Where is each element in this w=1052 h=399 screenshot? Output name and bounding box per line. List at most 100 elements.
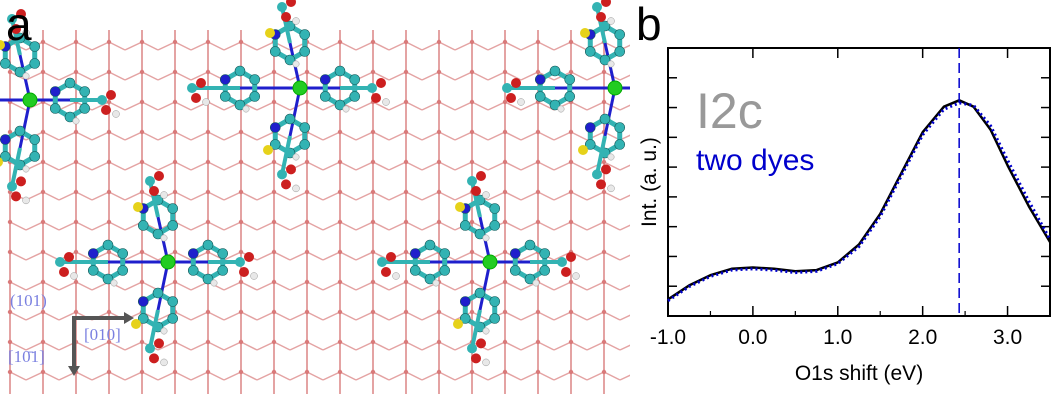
- lattice-oxygen-atom: [403, 309, 409, 315]
- lattice-bond: [306, 251, 324, 261]
- lattice-bond: [355, 251, 374, 261]
- lattice-bond: [223, 221, 242, 231]
- carbon-atom: [152, 228, 164, 240]
- lattice-oxygen-atom: [40, 279, 46, 285]
- oxygen-atom: [596, 12, 606, 22]
- lattice-oxygen-atom: [205, 309, 211, 315]
- lattice-oxygen-atom: [205, 189, 211, 195]
- lattice-bond: [603, 341, 621, 351]
- lattice-bond: [223, 161, 242, 171]
- carbon-atom: [202, 239, 214, 251]
- carbon-atom: [599, 113, 611, 125]
- lattice-bond: [124, 41, 143, 51]
- lattice-bond: [388, 221, 407, 231]
- lattice-bond: [256, 311, 275, 321]
- lattice-bond: [25, 251, 44, 261]
- carbon-atom: [284, 54, 296, 66]
- sulfur-atom: [580, 28, 590, 38]
- hydrogen-atom: [482, 358, 490, 367]
- lattice-oxygen-atom: [568, 369, 574, 375]
- lattice-oxygen-atom: [304, 99, 310, 105]
- carbon-atom: [152, 287, 164, 299]
- lattice-bond: [388, 41, 407, 51]
- lattice-bond: [306, 311, 324, 321]
- lattice-oxygen-atom: [106, 39, 112, 45]
- lattice-oxygen-atom: [238, 129, 244, 135]
- lattice-bond: [273, 371, 291, 381]
- lattice-bond: [108, 341, 126, 351]
- nitrogen-atom: [87, 248, 99, 259]
- carbon-atom: [7, 181, 17, 192]
- lattice-bond: [75, 131, 93, 141]
- hydrogen-atom: [202, 98, 210, 106]
- lattice-bond: [306, 101, 324, 111]
- lattice-bond: [306, 131, 324, 141]
- lattice-bond: [141, 251, 159, 261]
- lattice-oxygen-atom: [502, 69, 508, 75]
- lattice-oxygen-atom: [139, 189, 145, 195]
- lattice-bond: [273, 311, 291, 321]
- oxygen-atom: [149, 353, 159, 364]
- lattice-bond: [454, 41, 473, 51]
- lattice-bond: [42, 221, 60, 231]
- lattice-oxygen-atom: [337, 339, 343, 345]
- lattice-bond: [207, 311, 225, 321]
- lattice-bond: [174, 371, 192, 381]
- lattice-bond: [355, 281, 374, 291]
- lattice-oxygen-atom: [139, 99, 145, 105]
- hydrogen-atom: [292, 17, 300, 25]
- lattice-bond: [372, 191, 390, 201]
- lattice-bond: [190, 161, 209, 171]
- direction-label-right: [010]: [84, 325, 121, 344]
- dye-molecule: [55, 171, 258, 367]
- lattice-bond: [355, 311, 374, 321]
- lattice-bond: [504, 101, 522, 111]
- carbon-atom: [29, 134, 41, 145]
- lattice-oxygen-atom: [106, 309, 112, 315]
- sulfur-atom: [0, 40, 5, 50]
- lattice-bond: [75, 41, 93, 51]
- lattice-bond: [438, 221, 456, 231]
- lattice-bond: [42, 131, 60, 141]
- hydrogen-atom: [292, 184, 300, 193]
- lattice-bond: [108, 101, 126, 111]
- lattice-bond: [42, 71, 60, 81]
- lattice-bond: [537, 161, 555, 171]
- lattice-bond: [108, 221, 126, 231]
- lattice-bond: [124, 371, 143, 381]
- hydrogen-atom: [292, 60, 300, 68]
- lattice-bond: [42, 281, 60, 291]
- carbon-atom: [439, 248, 451, 259]
- lattice-bond: [421, 101, 440, 111]
- lattice-oxygen-atom: [139, 339, 145, 345]
- lattice-bond: [190, 371, 209, 381]
- molecular-structure-image: a (101) [010] [10̄1]: [0, 0, 705, 394]
- lattice-oxygen-atom: [535, 309, 541, 315]
- lattice-oxygen-atom: [535, 39, 541, 45]
- carbon-atom: [117, 248, 129, 259]
- series-layer: [667, 99, 1052, 302]
- lattice-oxygen-atom: [271, 189, 277, 195]
- sulfur-atom: [133, 202, 143, 212]
- carbon-atom: [584, 139, 596, 150]
- lattice-oxygen-atom: [337, 129, 343, 135]
- lattice-bond: [487, 371, 506, 381]
- lattice-oxygen-atom: [73, 159, 79, 165]
- lattice-oxygen-atom: [271, 219, 277, 225]
- hydrogen-atom: [482, 234, 490, 242]
- lattice-bond: [273, 221, 291, 231]
- lattice-bond: [438, 71, 456, 81]
- lattice-oxygen-atom: [436, 219, 442, 225]
- lattice-bond: [438, 341, 456, 351]
- lattice-oxygen-atom: [40, 159, 46, 165]
- lattice-bond: [586, 221, 605, 231]
- plane-label: (101): [10, 291, 47, 310]
- lattice-bond: [240, 41, 258, 51]
- metal-atom: [607, 80, 623, 96]
- lattice-bond: [306, 191, 324, 201]
- lattice-bond: [306, 41, 324, 51]
- lattice-bond: [454, 161, 473, 171]
- lattice-bond: [58, 71, 77, 81]
- lattice-bond: [537, 131, 555, 141]
- lattice-bond: [372, 341, 390, 351]
